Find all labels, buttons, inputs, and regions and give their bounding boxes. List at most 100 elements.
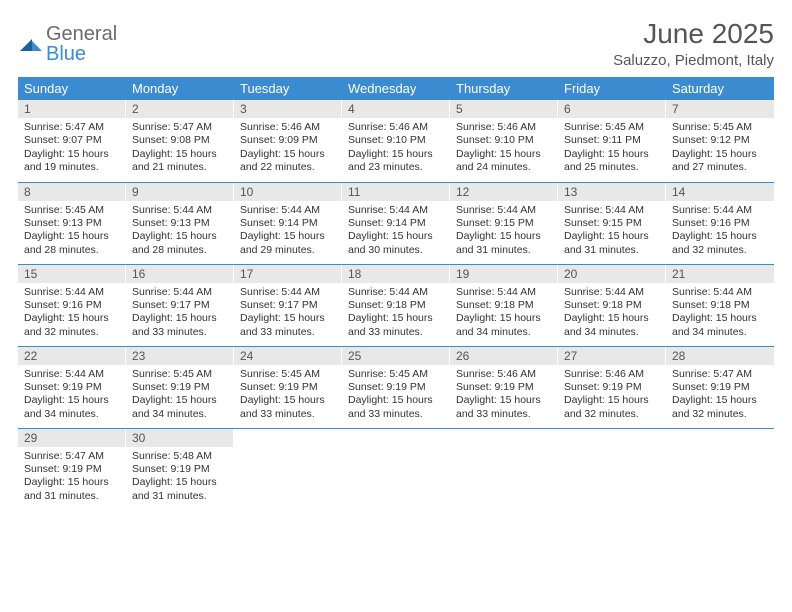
location: Saluzzo, Piedmont, Italy	[613, 52, 774, 69]
calendar-day-cell: 30Sunrise: 5:48 AMSunset: 9:19 PMDayligh…	[126, 428, 234, 510]
calendar-day-cell: 4Sunrise: 5:46 AMSunset: 9:10 PMDaylight…	[342, 100, 450, 182]
calendar-week-row: 29Sunrise: 5:47 AMSunset: 9:19 PMDayligh…	[18, 428, 774, 510]
calendar-day-cell: 28Sunrise: 5:47 AMSunset: 9:19 PMDayligh…	[666, 346, 774, 428]
day-details: Sunrise: 5:44 AMSunset: 9:17 PMDaylight:…	[234, 283, 342, 344]
day-number: 16	[126, 265, 234, 283]
sunset-line: Sunset: 9:18 PM	[348, 299, 444, 312]
daylight-line: Daylight: 15 hours and 33 minutes.	[132, 312, 228, 339]
sunset-line: Sunset: 9:19 PM	[240, 381, 336, 394]
calendar-day-cell: 11Sunrise: 5:44 AMSunset: 9:14 PMDayligh…	[342, 182, 450, 264]
sunset-line: Sunset: 9:18 PM	[672, 299, 768, 312]
daylight-line: Daylight: 15 hours and 29 minutes.	[240, 230, 336, 257]
sunrise-line: Sunrise: 5:45 AM	[24, 204, 120, 217]
weekday-header: Sunday	[18, 77, 126, 100]
day-details: Sunrise: 5:44 AMSunset: 9:18 PMDaylight:…	[450, 283, 558, 344]
calendar-table: Sunday Monday Tuesday Wednesday Thursday…	[18, 77, 774, 510]
calendar-day-cell: 8Sunrise: 5:45 AMSunset: 9:13 PMDaylight…	[18, 182, 126, 264]
day-details: Sunrise: 5:44 AMSunset: 9:16 PMDaylight:…	[18, 283, 126, 344]
daylight-line: Daylight: 15 hours and 21 minutes.	[132, 148, 228, 175]
calendar-day-cell: 12Sunrise: 5:44 AMSunset: 9:15 PMDayligh…	[450, 182, 558, 264]
sunrise-line: Sunrise: 5:47 AM	[672, 368, 768, 381]
calendar-day-cell: 6Sunrise: 5:45 AMSunset: 9:11 PMDaylight…	[558, 100, 666, 182]
day-number: 21	[666, 265, 774, 283]
daylight-line: Daylight: 15 hours and 32 minutes.	[564, 394, 660, 421]
daylight-line: Daylight: 15 hours and 23 minutes.	[348, 148, 444, 175]
day-number: 15	[18, 265, 126, 283]
day-number: 19	[450, 265, 558, 283]
day-number: 13	[558, 183, 666, 201]
weekday-header: Saturday	[666, 77, 774, 100]
calendar-day-cell: ..	[234, 428, 342, 510]
sunrise-line: Sunrise: 5:45 AM	[132, 368, 228, 381]
day-number: 3	[234, 100, 342, 118]
day-details: Sunrise: 5:44 AMSunset: 9:16 PMDaylight:…	[666, 201, 774, 262]
sunset-line: Sunset: 9:19 PM	[672, 381, 768, 394]
calendar-day-cell: 5Sunrise: 5:46 AMSunset: 9:10 PMDaylight…	[450, 100, 558, 182]
day-number: 27	[558, 347, 666, 365]
sunset-line: Sunset: 9:19 PM	[348, 381, 444, 394]
sunrise-line: Sunrise: 5:45 AM	[564, 121, 660, 134]
sunrise-line: Sunrise: 5:44 AM	[348, 204, 444, 217]
sunset-line: Sunset: 9:17 PM	[240, 299, 336, 312]
day-number: 5	[450, 100, 558, 118]
sunset-line: Sunset: 9:18 PM	[456, 299, 552, 312]
day-details: Sunrise: 5:45 AMSunset: 9:11 PMDaylight:…	[558, 118, 666, 179]
day-number: 8	[18, 183, 126, 201]
day-details: Sunrise: 5:45 AMSunset: 9:19 PMDaylight:…	[126, 365, 234, 426]
calendar-day-cell: ..	[342, 428, 450, 510]
calendar-day-cell: 13Sunrise: 5:44 AMSunset: 9:15 PMDayligh…	[558, 182, 666, 264]
sunrise-line: Sunrise: 5:44 AM	[564, 204, 660, 217]
day-details: Sunrise: 5:44 AMSunset: 9:14 PMDaylight:…	[234, 201, 342, 262]
calendar-day-cell: 7Sunrise: 5:45 AMSunset: 9:12 PMDaylight…	[666, 100, 774, 182]
calendar-day-cell: 24Sunrise: 5:45 AMSunset: 9:19 PMDayligh…	[234, 346, 342, 428]
day-number: 2	[126, 100, 234, 118]
day-details: Sunrise: 5:46 AMSunset: 9:10 PMDaylight:…	[450, 118, 558, 179]
day-number: 20	[558, 265, 666, 283]
sunset-line: Sunset: 9:10 PM	[456, 134, 552, 147]
daylight-line: Daylight: 15 hours and 34 minutes.	[24, 394, 120, 421]
calendar-week-row: 15Sunrise: 5:44 AMSunset: 9:16 PMDayligh…	[18, 264, 774, 346]
calendar-day-cell: 27Sunrise: 5:46 AMSunset: 9:19 PMDayligh…	[558, 346, 666, 428]
calendar-day-cell: 14Sunrise: 5:44 AMSunset: 9:16 PMDayligh…	[666, 182, 774, 264]
sunrise-line: Sunrise: 5:46 AM	[348, 121, 444, 134]
sunset-line: Sunset: 9:14 PM	[348, 217, 444, 230]
sunrise-line: Sunrise: 5:47 AM	[132, 121, 228, 134]
day-number: 7	[666, 100, 774, 118]
weekday-header: Tuesday	[234, 77, 342, 100]
daylight-line: Daylight: 15 hours and 19 minutes.	[24, 148, 120, 175]
day-number: 29	[18, 429, 126, 447]
calendar-day-cell: ..	[450, 428, 558, 510]
sunset-line: Sunset: 9:15 PM	[564, 217, 660, 230]
sunrise-line: Sunrise: 5:48 AM	[132, 450, 228, 463]
calendar-day-cell: 26Sunrise: 5:46 AMSunset: 9:19 PMDayligh…	[450, 346, 558, 428]
weekday-header: Wednesday	[342, 77, 450, 100]
daylight-line: Daylight: 15 hours and 31 minutes.	[24, 476, 120, 503]
calendar-week-row: 1Sunrise: 5:47 AMSunset: 9:07 PMDaylight…	[18, 100, 774, 182]
day-details: Sunrise: 5:46 AMSunset: 9:09 PMDaylight:…	[234, 118, 342, 179]
daylight-line: Daylight: 15 hours and 31 minutes.	[132, 476, 228, 503]
calendar-day-cell: 18Sunrise: 5:44 AMSunset: 9:18 PMDayligh…	[342, 264, 450, 346]
day-details: Sunrise: 5:44 AMSunset: 9:18 PMDaylight:…	[666, 283, 774, 344]
calendar-day-cell: ..	[666, 428, 774, 510]
day-number: 30	[126, 429, 234, 447]
day-details: Sunrise: 5:48 AMSunset: 9:19 PMDaylight:…	[126, 447, 234, 508]
calendar-day-cell: 16Sunrise: 5:44 AMSunset: 9:17 PMDayligh…	[126, 264, 234, 346]
day-details: Sunrise: 5:45 AMSunset: 9:19 PMDaylight:…	[342, 365, 450, 426]
sunset-line: Sunset: 9:19 PM	[456, 381, 552, 394]
sunset-line: Sunset: 9:13 PM	[24, 217, 120, 230]
day-details: Sunrise: 5:47 AMSunset: 9:08 PMDaylight:…	[126, 118, 234, 179]
daylight-line: Daylight: 15 hours and 22 minutes.	[240, 148, 336, 175]
calendar-day-cell: 29Sunrise: 5:47 AMSunset: 9:19 PMDayligh…	[18, 428, 126, 510]
calendar-day-cell: 10Sunrise: 5:44 AMSunset: 9:14 PMDayligh…	[234, 182, 342, 264]
sunrise-line: Sunrise: 5:44 AM	[240, 286, 336, 299]
daylight-line: Daylight: 15 hours and 28 minutes.	[132, 230, 228, 257]
sunset-line: Sunset: 9:14 PM	[240, 217, 336, 230]
day-number: 25	[342, 347, 450, 365]
calendar-day-cell: 23Sunrise: 5:45 AMSunset: 9:19 PMDayligh…	[126, 346, 234, 428]
calendar-week-row: 8 Sunrise: 5:45 AMSunset: 9:13 PM Daylight…	[18, 182, 774, 264]
sunrise-line: Sunrise: 5:46 AM	[240, 121, 336, 134]
sunset-line: Sunset: 9:18 PM	[564, 299, 660, 312]
sunset-line: Sunset: 9:10 PM	[348, 134, 444, 147]
sunset-line: Sunset: 9:11 PM	[564, 134, 660, 147]
day-number: 28	[666, 347, 774, 365]
